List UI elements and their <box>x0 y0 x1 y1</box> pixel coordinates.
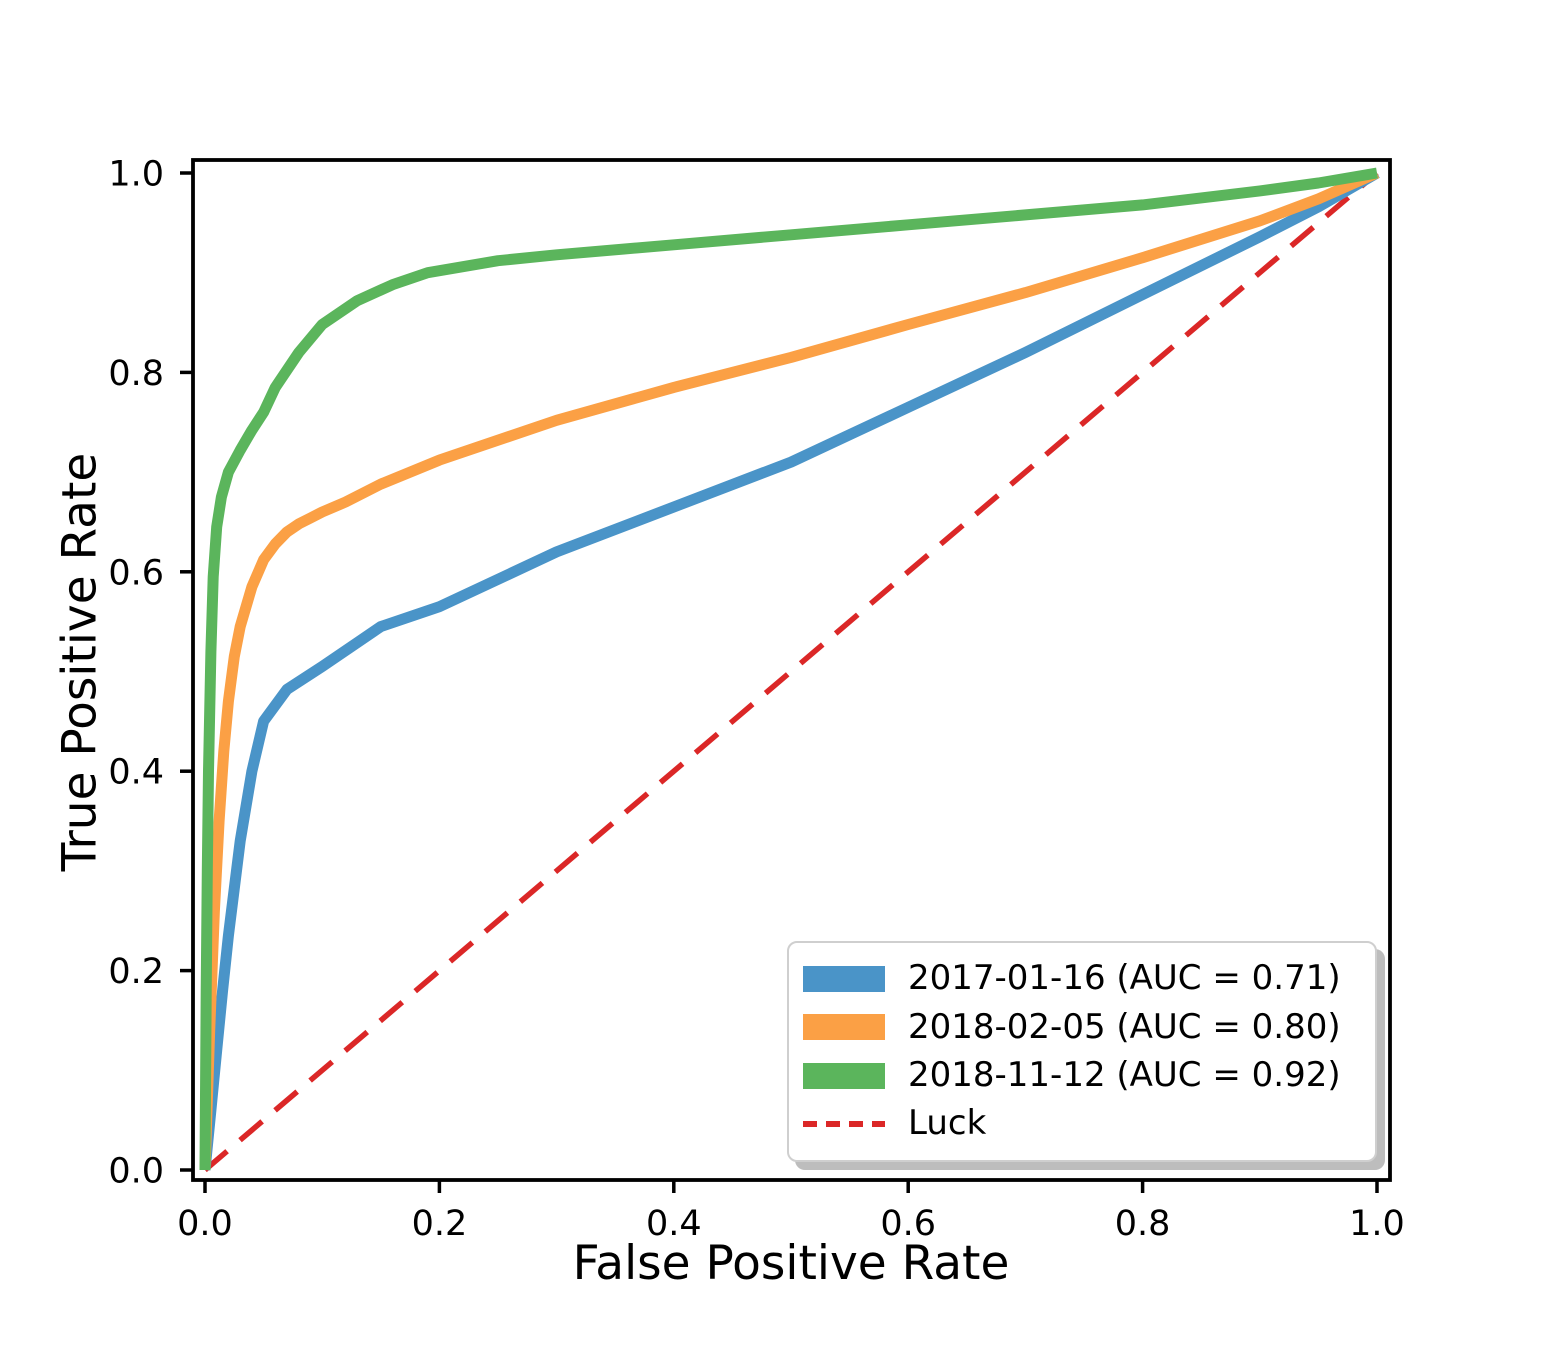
x-tick-label: 0.0 <box>177 1204 233 1244</box>
legend-item-label: 2017-01-16 (AUC = 0.71) <box>908 958 1341 999</box>
legend-color-swatch <box>803 1014 885 1041</box>
x-tick-label: 0.2 <box>412 1204 468 1244</box>
legend-item: 2018-11-12 (AUC = 0.92) <box>803 1055 1367 1096</box>
y-tick-label: 0.0 <box>108 1152 164 1192</box>
legend-item: 2017-01-16 (AUC = 0.71) <box>803 958 1367 999</box>
y-tick-label: 0.6 <box>108 553 164 593</box>
roc-curve-luck <box>203 170 1379 1173</box>
x-tick-label: 0.6 <box>880 1204 936 1244</box>
axes-spines <box>191 158 1392 1182</box>
y-axis-label: True Positive Rate <box>52 452 108 872</box>
x-tick-label: 1.0 <box>1349 1204 1405 1244</box>
legend-item: Luck <box>803 1105 1367 1142</box>
x-tick-label: 0.4 <box>646 1204 702 1244</box>
legend-item: 2018-02-05 (AUC = 0.80) <box>803 1006 1367 1047</box>
legend-color-swatch <box>803 965 885 992</box>
x-tick-label: 0.8 <box>1115 1204 1171 1244</box>
y-tick-label: 0.4 <box>108 753 164 793</box>
x-axis-label: False Positive Rate <box>572 1236 1010 1291</box>
legend: 2017-01-16 (AUC = 0.71) 2018-02-05 (AUC =… <box>787 941 1377 1162</box>
roc-curve-2018-11-12 <box>199 167 1378 1171</box>
legend-item-label: 2018-02-05 (AUC = 0.80) <box>908 1006 1341 1047</box>
legend-item-label: 2018-11-12 (AUC = 0.92) <box>908 1055 1341 1096</box>
legend-color-swatch <box>803 1062 885 1089</box>
legend-dashed-line-icon <box>803 1121 885 1128</box>
y-tick-label: 1.0 <box>108 155 164 195</box>
roc-curve-2018-02-05 <box>199 167 1380 1171</box>
y-tick-label: 0.8 <box>108 354 164 394</box>
legend-item-label: Luck <box>908 1103 987 1144</box>
roc-curve-2017-01-16 <box>199 168 1380 1171</box>
y-tick-label: 0.2 <box>108 952 164 992</box>
